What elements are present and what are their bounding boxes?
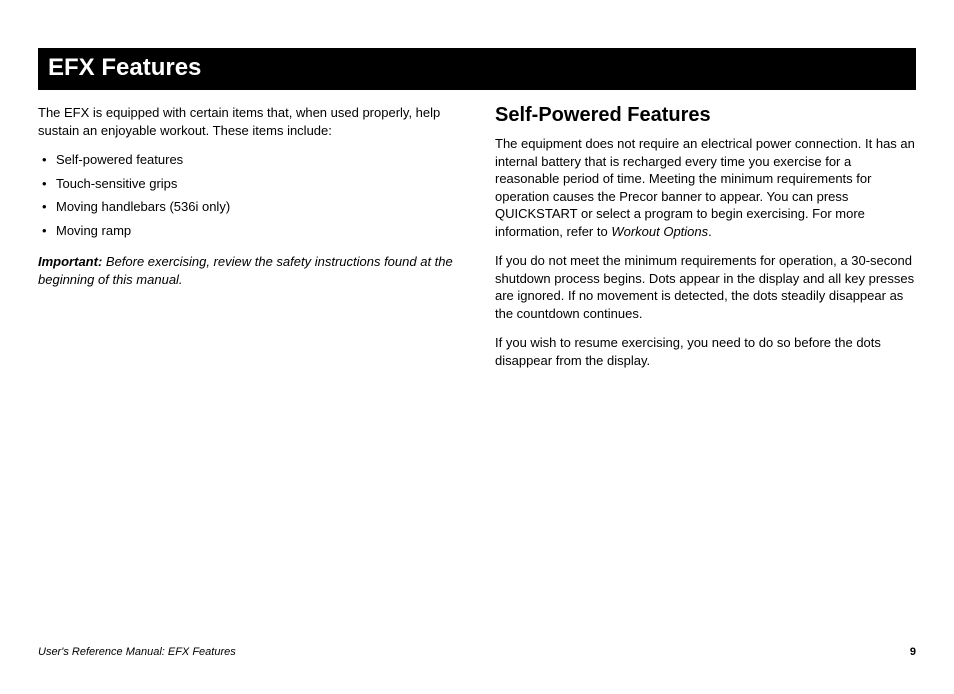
feature-list: Self-powered features Touch-sensitive gr… <box>38 151 459 239</box>
content-columns: The EFX is equipped with certain items t… <box>38 104 916 382</box>
list-item: Moving ramp <box>56 222 459 240</box>
paragraph-text: . <box>708 224 712 239</box>
section-heading: Self-Powered Features <box>495 104 916 127</box>
list-item: Self-powered features <box>56 151 459 169</box>
footer-manual-title: User's Reference Manual: EFX Features <box>38 646 236 658</box>
paragraph: If you wish to resume exercising, you ne… <box>495 334 916 369</box>
page-footer: User's Reference Manual: EFX Features 9 <box>38 646 916 658</box>
paragraph: If you do not meet the minimum requireme… <box>495 252 916 322</box>
right-column: Self-Powered Features The equipment does… <box>495 104 916 382</box>
reference-italic: Workout Options <box>611 224 708 239</box>
page-title-bar: EFX Features <box>38 48 916 90</box>
list-item: Touch-sensitive grips <box>56 175 459 193</box>
left-column: The EFX is equipped with certain items t… <box>38 104 459 382</box>
important-label: Important: <box>38 254 102 269</box>
important-note: Important: Before exercising, review the… <box>38 253 459 288</box>
list-item: Moving handlebars (536i only) <box>56 198 459 216</box>
paragraph: The equipment does not require an electr… <box>495 135 916 240</box>
intro-paragraph: The EFX is equipped with certain items t… <box>38 104 459 139</box>
footer-page-number: 9 <box>910 646 916 658</box>
